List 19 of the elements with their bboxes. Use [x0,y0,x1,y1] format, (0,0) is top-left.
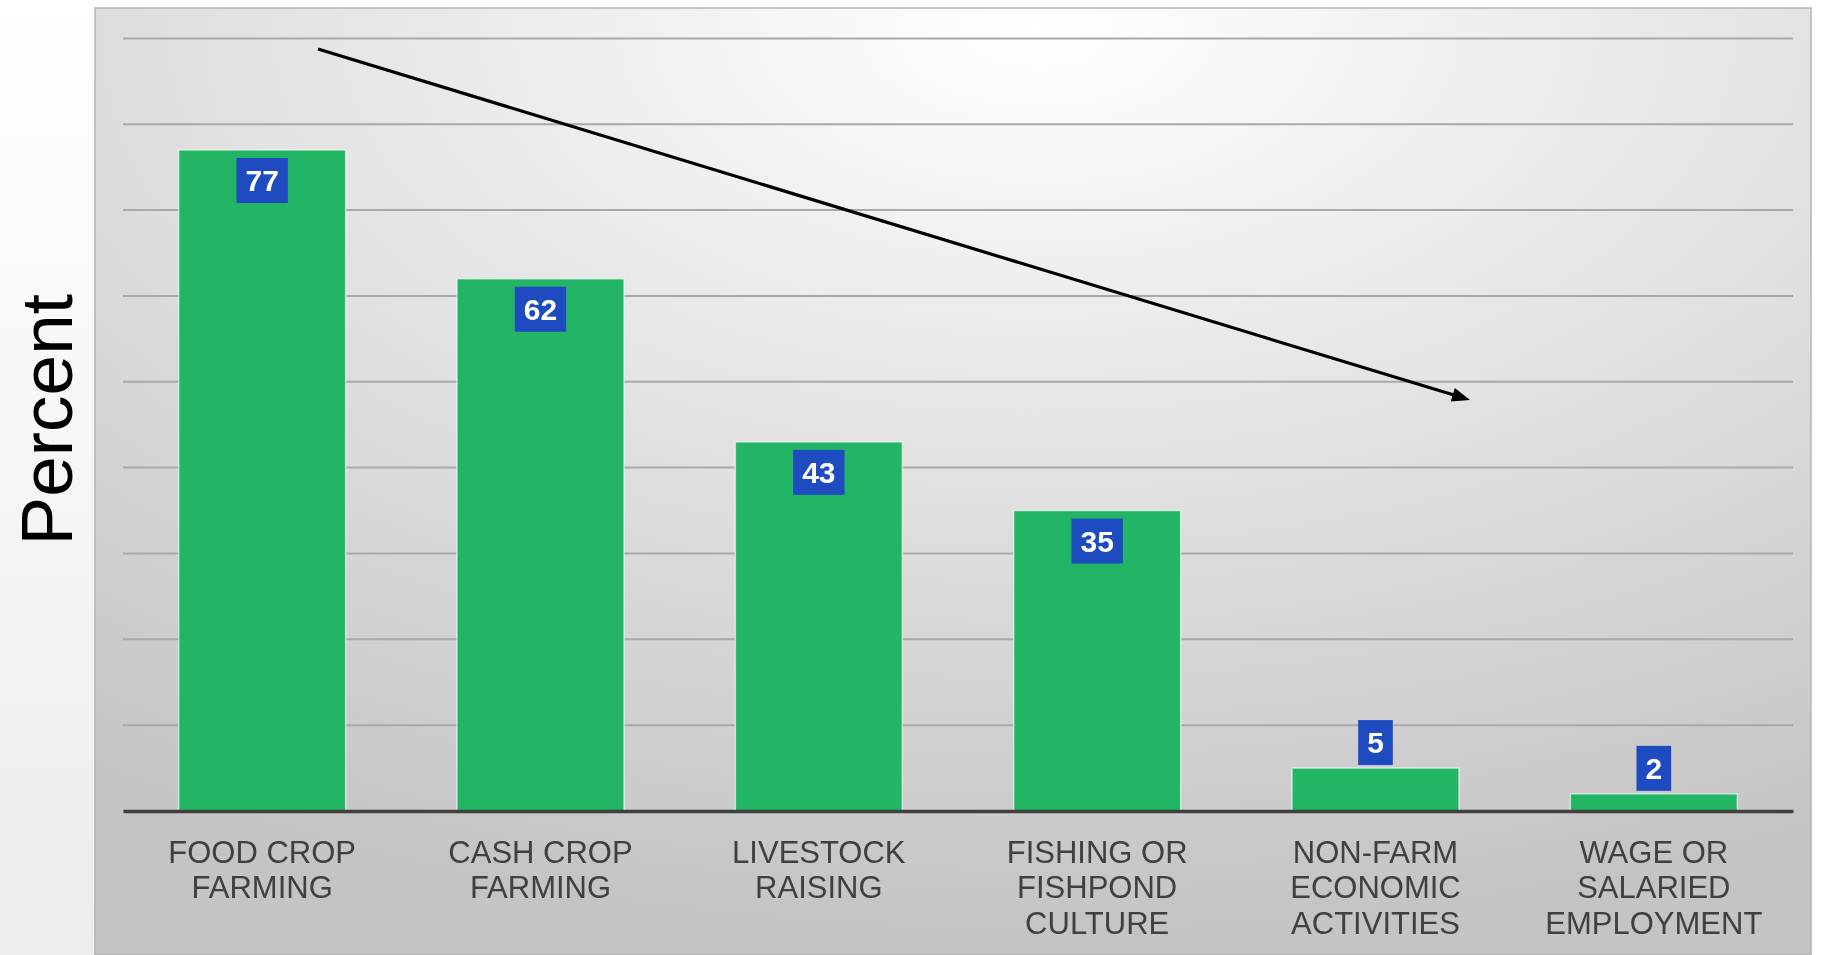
x-tick-label: NON-FARM ECONOMIC ACTIVITIES [1290,835,1461,941]
bar [734,441,904,812]
data-label: 43 [802,455,836,489]
x-tick-label: FOOD CROP FARMING [168,835,357,906]
data-label: 5 [1367,726,1384,760]
bar [456,278,625,812]
bar [177,149,347,812]
bar [1569,793,1739,812]
data-label: 62 [523,292,558,326]
y-axis-title: Percent [6,293,87,546]
data-label: 77 [245,164,279,197]
x-tick-label: LIVESTOCK RAISING [732,835,906,906]
data-label: 35 [1080,524,1114,558]
bar [1012,509,1182,812]
x-tick-label: FISHING OR FISHPOND CULTURE [1006,835,1188,941]
bar [1291,767,1460,812]
x-tick-label: CASH CROP FARMING [448,835,633,906]
data-label: 2 [1645,751,1663,785]
x-tick-label: WAGE OR SALARIED EMPLOYMENT [1545,835,1763,941]
